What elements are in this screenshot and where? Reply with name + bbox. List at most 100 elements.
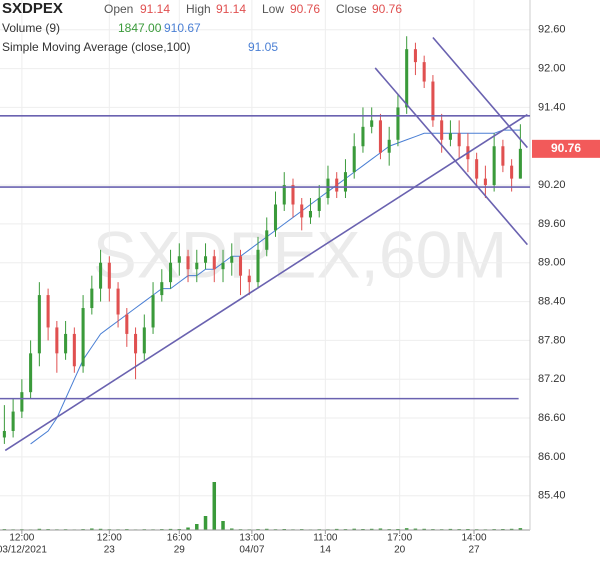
candle-body	[265, 230, 269, 250]
volume-bar	[37, 528, 42, 530]
volume-bar	[98, 528, 103, 530]
candle-body	[396, 107, 400, 140]
candle-body	[370, 120, 374, 127]
y-tick-label: 87.80	[538, 334, 566, 346]
x-tick-label: 11:00	[313, 533, 338, 544]
last-price-box	[532, 139, 600, 158]
last-price-label: 90.76	[551, 141, 581, 155]
volume-bar	[413, 528, 418, 530]
candle-body	[116, 288, 120, 315]
volume-bar	[212, 482, 217, 530]
sma-legend-value: 91.05	[248, 40, 278, 54]
x-tick-sublabel: 23	[104, 545, 116, 556]
quote-value: 91.14	[216, 2, 246, 16]
symbol: SXDPEX	[2, 0, 63, 17]
volume-legend-value: 1847.00	[118, 21, 162, 35]
candle-body	[361, 126, 365, 147]
volume-bar	[265, 528, 269, 530]
candle-body	[413, 49, 417, 63]
x-tick-label: 12:00	[9, 533, 34, 544]
x-tick-sublabel: 20	[394, 545, 406, 556]
volume-bar	[334, 528, 339, 530]
quote-value: 91.14	[140, 2, 170, 16]
volume-bar	[518, 528, 523, 530]
candle-body	[186, 256, 190, 270]
y-tick-label: 92.60	[538, 24, 566, 36]
trend-line	[374, 67, 528, 246]
quote-value: 90.76	[290, 2, 320, 16]
candle-body	[378, 120, 382, 153]
volume-bar	[422, 528, 426, 530]
x-tick-sublabel: 14	[320, 545, 332, 556]
candle-body	[308, 210, 313, 218]
candle-body	[11, 411, 15, 431]
candle-body	[343, 172, 347, 192]
y-tick-label: 89.60	[538, 218, 566, 230]
y-tick-label: 88.40	[538, 295, 566, 307]
candle-body	[72, 333, 76, 367]
candle-body	[440, 120, 444, 140]
x-tick-sublabel: 04/07	[239, 545, 264, 556]
candle-body	[422, 62, 426, 82]
candle-body	[475, 159, 479, 179]
candle-body	[492, 146, 496, 186]
candle-body	[300, 204, 304, 218]
candle-body	[501, 146, 505, 166]
quote-label: Open	[104, 2, 133, 16]
candle-body	[177, 256, 181, 263]
candle-body	[169, 262, 173, 283]
volume-bar	[195, 524, 199, 530]
candle-body	[273, 204, 278, 231]
candle-body	[55, 327, 59, 354]
candle-body	[457, 133, 461, 147]
candle-body	[282, 185, 286, 205]
y-tick-label: 86.60	[538, 412, 566, 424]
x-tick-label: 17:00	[387, 533, 412, 544]
candle-body	[291, 185, 295, 205]
candle-body	[247, 275, 251, 283]
quote-label: Low	[262, 2, 284, 16]
y-tick-label: 89.00	[538, 257, 566, 269]
volume-bar	[378, 528, 383, 530]
candle-body	[37, 295, 41, 354]
volume-legend-label: Volume (9)	[2, 21, 60, 35]
x-tick-sublabel: 29	[174, 545, 186, 556]
candle-body	[431, 81, 435, 121]
candle-body	[483, 178, 487, 186]
candle-body	[81, 308, 85, 367]
candle-body	[510, 165, 514, 179]
quote-label: Close	[336, 2, 367, 16]
x-tick-label: 13:00	[239, 533, 264, 544]
candle-body	[238, 256, 243, 276]
candle-body	[221, 262, 225, 270]
candle-body	[29, 353, 33, 393]
y-tick-label: 85.40	[538, 490, 566, 502]
candle-body	[107, 262, 111, 289]
volume-bar	[404, 528, 409, 530]
candle-body	[448, 133, 452, 140]
trend-line	[432, 37, 528, 149]
candle-body	[2, 430, 6, 438]
volume-bar	[90, 528, 94, 530]
volume-bar	[352, 528, 356, 530]
candle-body	[20, 392, 24, 412]
x-tick-label: 14:00	[462, 533, 487, 544]
volume-legend-average: 910.67	[164, 21, 201, 35]
y-tick-label: 86.00	[538, 451, 566, 463]
candle-body	[99, 262, 103, 289]
y-tick-label: 92.00	[538, 63, 566, 75]
watermark: SXDPEX,60M	[93, 217, 508, 291]
candle-body	[64, 333, 68, 354]
volume-bar	[448, 528, 453, 530]
candle-body	[317, 198, 321, 211]
quote-label: High	[186, 2, 211, 16]
y-tick-label: 87.20	[538, 373, 566, 385]
candle-body	[142, 327, 146, 354]
y-tick-label: 90.20	[538, 179, 566, 191]
volume-bar	[230, 528, 234, 530]
candle-body	[195, 262, 199, 270]
candle-body	[326, 178, 330, 199]
candle-body	[387, 139, 391, 153]
volume-bar	[369, 528, 374, 530]
